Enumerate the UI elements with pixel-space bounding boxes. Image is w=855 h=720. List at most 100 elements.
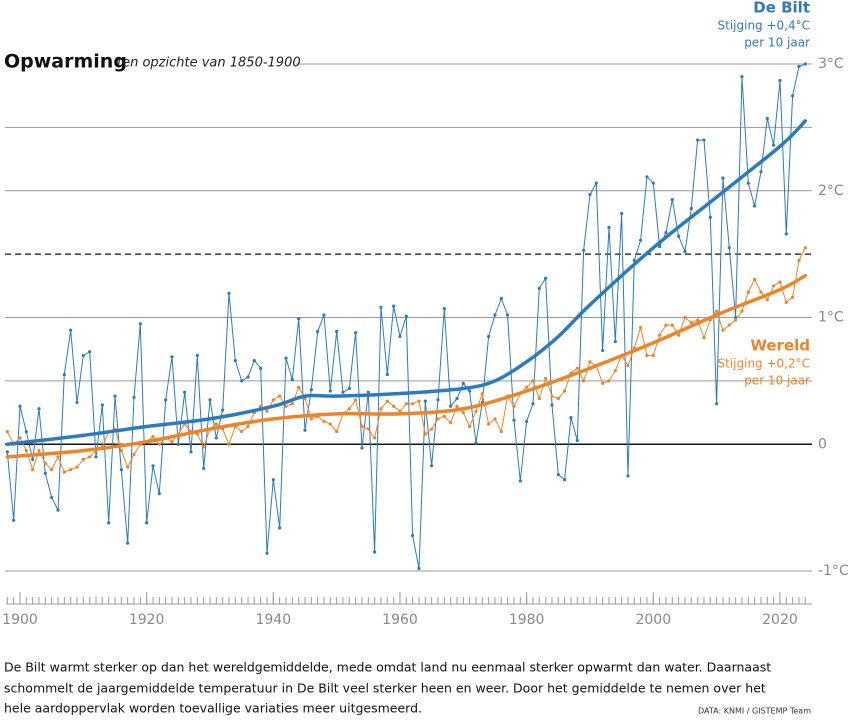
data-point xyxy=(366,390,370,394)
data-point xyxy=(385,399,389,403)
data-point xyxy=(240,379,244,383)
data-point xyxy=(278,526,282,530)
data-point xyxy=(417,399,421,403)
data-point xyxy=(392,404,396,408)
data-point xyxy=(214,436,218,440)
data-point xyxy=(525,419,529,424)
data-point xyxy=(582,248,586,252)
data-point xyxy=(569,416,573,420)
data-point xyxy=(328,422,332,426)
data-point xyxy=(797,258,801,263)
data-point xyxy=(727,323,731,327)
data-point xyxy=(626,364,630,368)
data-point xyxy=(113,394,117,398)
series-note: Stijging +0,2°C xyxy=(718,357,811,371)
data-point xyxy=(284,404,288,408)
data-point xyxy=(784,300,788,304)
data-point xyxy=(791,94,795,98)
data-point xyxy=(100,403,104,407)
data-point xyxy=(233,358,237,363)
data-point xyxy=(379,305,383,309)
data-point xyxy=(664,230,668,235)
data-point xyxy=(702,336,706,340)
data-point xyxy=(157,492,161,496)
data-point xyxy=(126,465,130,469)
data-point xyxy=(759,290,763,294)
data-point xyxy=(297,385,301,389)
data-point xyxy=(62,372,66,377)
caption: hele aardoppervlak worden toevallige var… xyxy=(4,701,422,716)
data-point xyxy=(24,429,28,434)
data-point xyxy=(493,313,497,317)
data-point xyxy=(335,429,339,434)
data-point xyxy=(715,309,719,313)
data-point xyxy=(506,313,510,317)
data-point xyxy=(309,388,313,392)
data-point xyxy=(658,333,662,337)
data-point xyxy=(708,215,712,219)
data-point xyxy=(265,551,269,555)
data-point xyxy=(107,521,111,525)
x-tick-label: 1920 xyxy=(129,612,165,628)
x-tick-label: 1900 xyxy=(2,612,38,628)
data-point xyxy=(119,448,123,453)
data-point xyxy=(651,353,655,358)
data-point xyxy=(328,389,332,393)
data-point xyxy=(594,181,598,185)
data-point xyxy=(379,407,383,411)
data-point xyxy=(721,176,725,180)
data-point xyxy=(208,398,212,402)
data-point xyxy=(271,478,275,482)
data-point xyxy=(297,317,301,321)
data-point xyxy=(575,366,579,370)
data-point xyxy=(227,442,231,446)
data-point xyxy=(69,468,73,472)
data-point xyxy=(683,315,687,320)
data-point xyxy=(468,389,472,393)
data-point xyxy=(221,408,225,412)
x-tick-label: 2000 xyxy=(635,612,671,628)
data-point xyxy=(126,541,130,545)
data-point xyxy=(658,244,662,249)
data-point xyxy=(544,376,548,380)
data-point xyxy=(499,429,503,434)
data-point xyxy=(246,375,250,379)
data-point xyxy=(620,211,624,216)
data-point xyxy=(512,418,516,422)
data-point xyxy=(316,329,320,334)
data-point xyxy=(772,143,776,147)
data-point xyxy=(189,450,193,454)
data-point xyxy=(373,550,377,554)
data-point xyxy=(563,478,567,482)
data-point xyxy=(43,471,47,476)
data-point xyxy=(88,455,92,459)
data-point xyxy=(645,353,649,358)
y-tick-label: 0 xyxy=(818,436,827,452)
data-point xyxy=(601,381,605,386)
data-point xyxy=(588,360,592,364)
data-point xyxy=(626,474,630,478)
data-point xyxy=(170,355,174,359)
data-point xyxy=(645,175,649,179)
data-point xyxy=(360,424,364,429)
data-point xyxy=(132,395,136,399)
data-point xyxy=(778,280,782,284)
data-point xyxy=(632,258,636,263)
data-point xyxy=(12,518,16,522)
data-point xyxy=(132,452,136,456)
data-point xyxy=(563,389,567,393)
series-label: De Bilt xyxy=(753,0,810,17)
data-point xyxy=(746,290,750,294)
trend-line xyxy=(5,273,808,459)
data-point xyxy=(746,181,750,185)
chart-title: Opwarming xyxy=(4,51,127,73)
data-point xyxy=(252,358,256,363)
x-tick-label: 2020 xyxy=(762,612,798,628)
data-point xyxy=(151,464,155,468)
data-point xyxy=(797,64,801,69)
data-point xyxy=(455,404,459,408)
data-point xyxy=(271,398,275,402)
data-point xyxy=(69,328,73,332)
data-point xyxy=(740,75,744,79)
data-point xyxy=(50,495,54,500)
